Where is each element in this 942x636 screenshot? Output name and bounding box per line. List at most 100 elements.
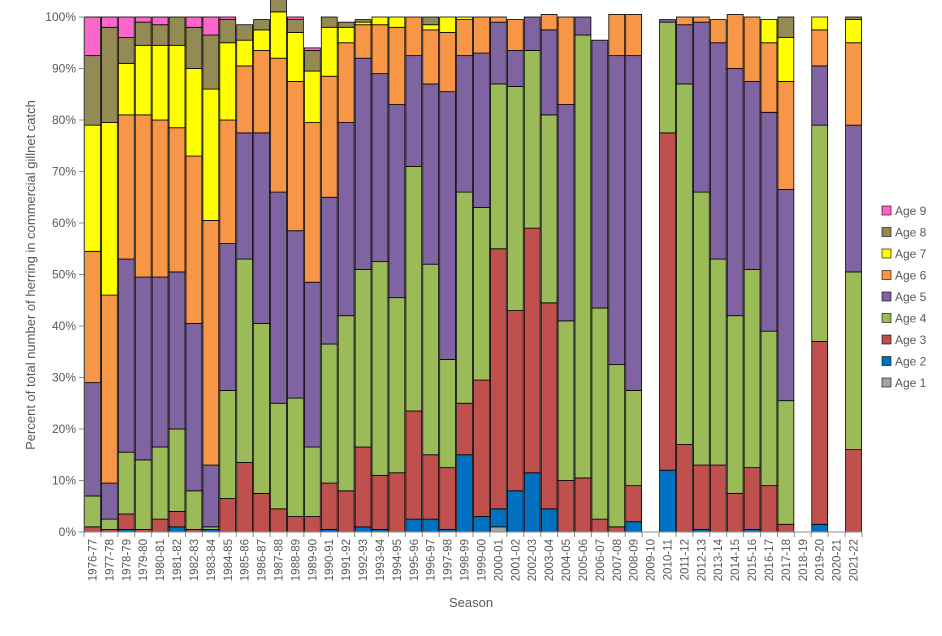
bar-segment-age-5-1991-92 [337,122,355,317]
x-tick-label: 1993-94 [375,538,387,581]
bar-segment-age-5-1980-81 [151,276,169,448]
bar-segment-age-4-1995-96 [405,165,423,412]
x-tick-label: 1980-81 [155,539,167,581]
bar-segment-age-4-2019-20 [811,124,829,342]
bar-segment-age-4-1994-95 [388,297,406,474]
legend-label-age-4: Age 4 [895,312,927,326]
bar-segment-age-5-1986-87 [253,132,270,324]
x-tick-label: 1986-87 [257,539,269,581]
bar-segment-age-7-1987-88 [270,11,287,59]
x-tick-label: 2019-20 [815,539,827,581]
bar-segment-age-4-1999-00 [473,207,490,381]
bar-segment-age-5-1995-96 [405,55,423,167]
bar-segment-age-2-2010-11 [659,469,676,533]
bar-segment-age-5-1988-89 [287,230,304,399]
bar-segment-age-5-1984-85 [219,243,237,391]
bar-segment-age-4-1976-77 [84,495,101,528]
bar-segment-age-4-2003-04 [540,114,558,304]
bar-segment-age-6-2003-04 [540,14,558,31]
bar-segment-age-3-2008-09 [625,485,643,523]
bar-segment-age-7-1990-91 [320,26,338,77]
bar-segment-age-4-1990-91 [320,343,338,484]
bar-segment-age-9-1984-85 [219,16,237,20]
bar-segment-age-3-1984-85 [219,498,237,533]
bar-segment-age-4-2012-13 [692,191,710,466]
bar-segment-age-6-2004-05 [557,16,575,105]
bar-segment-age-4-2014-15 [726,315,744,494]
bar-segment-age-8-1991-92 [337,21,355,28]
bar-segment-age-2-2002-03 [523,472,541,533]
bar-segment-age-2-2008-09 [625,521,643,533]
bar-segment-age-2-1996-97 [422,518,440,533]
bar-segment-age-4-1985-86 [236,258,254,463]
bar-segment-age-6-2007-08 [608,14,626,57]
bar-segment-age-9-1979-80 [134,16,152,23]
legend-swatch-age-9 [881,205,892,216]
bar-segment-age-7-1998-99 [456,16,473,20]
x-tick-label: 2013-14 [713,538,725,581]
bar-segment-age-6-2015-16 [743,16,761,82]
bar-segment-age-8-1978-79 [117,37,135,64]
y-tick-label: 60% [52,216,76,230]
bar-segment-age-7-2021-22 [845,19,862,44]
x-tick-label: 1989-90 [307,539,319,581]
x-tick-label: 2001-02 [510,539,522,581]
bar-segment-age-4-1996-97 [422,263,440,456]
bar-segment-age-6-2000-01 [490,16,507,23]
x-tick-label: 2000-01 [493,539,505,581]
legend-label-age-6: Age 6 [895,269,927,283]
bar-segment-age-6-2013-14 [709,19,727,44]
bar-segment-age-5-2017-18 [777,189,795,402]
bar-segment-age-4-2007-08 [608,364,626,528]
bar-segment-age-7-1996-97 [422,24,440,31]
x-tick-label: 2006-07 [595,539,607,581]
bar-segment-age-5-1993-94 [371,73,389,263]
bar-segment-age-7-1984-85 [219,42,237,121]
bar-segment-age-5-2013-14 [709,42,727,260]
bar-segment-age-3-1986-87 [253,492,270,533]
bar-segment-age-5-2000-01 [490,21,507,85]
bar-segment-age-6-1978-79 [117,114,135,260]
bar-segment-age-3-2014-15 [726,492,744,533]
x-tick-label: 1991-92 [341,539,353,581]
bar-segment-age-6-1984-85 [219,119,237,244]
x-tick-label: 1978-79 [121,539,133,581]
x-tick-label: 1999-00 [476,539,488,581]
y-tick-label: 40% [52,319,76,333]
bar-segment-age-4-1984-85 [219,389,237,499]
x-tick-label: 2009-10 [646,539,658,581]
bar-segment-age-3-1990-91 [320,482,338,530]
bar-segment-age-5-1998-99 [456,55,473,193]
x-tick-label: 1992-93 [358,539,370,581]
x-tick-label: 2003-04 [544,538,556,581]
bar-segment-age-8-1981-82 [168,16,186,46]
bar-segment-age-7-1977-78 [101,122,118,296]
bar-segment-age-7-1994-95 [388,16,406,28]
bar-segment-age-9-1988-89 [287,16,304,20]
bar-segment-age-9-1978-79 [117,16,135,39]
bar-segment-age-4-2013-14 [709,258,727,466]
x-tick-label: 2017-18 [781,539,793,581]
legend-swatch-age-8 [881,227,892,237]
bar-segment-age-4-1982-83 [185,490,203,530]
x-tick-label: 2016-17 [764,539,776,581]
bar-segment-age-5-2007-08 [608,55,626,366]
bar-segment-age-6-1982-83 [185,155,203,324]
bar-segment-age-7-1989-90 [303,70,321,123]
bar-segment-age-5-1977-78 [101,482,118,520]
bar-segment-age-2-1998-99 [456,454,473,533]
y-tick-label: 80% [52,113,76,127]
bar-segment-age-4-2008-09 [625,389,643,487]
bar-segment-age-5-1990-91 [320,196,338,345]
x-tick-label: 1984-85 [223,539,235,581]
bar-segment-age-4-2010-11 [659,21,676,134]
bar-segment-age-3-1980-81 [151,518,169,533]
x-tick-label: 1987-88 [274,539,286,581]
bar-segment-age-6-1996-97 [422,29,440,85]
bar-segment-age-4-2017-18 [777,400,795,525]
bar-segment-age-3-1976-77 [84,526,101,533]
bar-segment-age-5-1985-86 [236,132,254,260]
bar-segment-age-3-1991-92 [337,490,355,533]
bar-segment-age-3-2006-07 [591,518,609,533]
bar-segment-age-5-2021-22 [845,124,862,273]
